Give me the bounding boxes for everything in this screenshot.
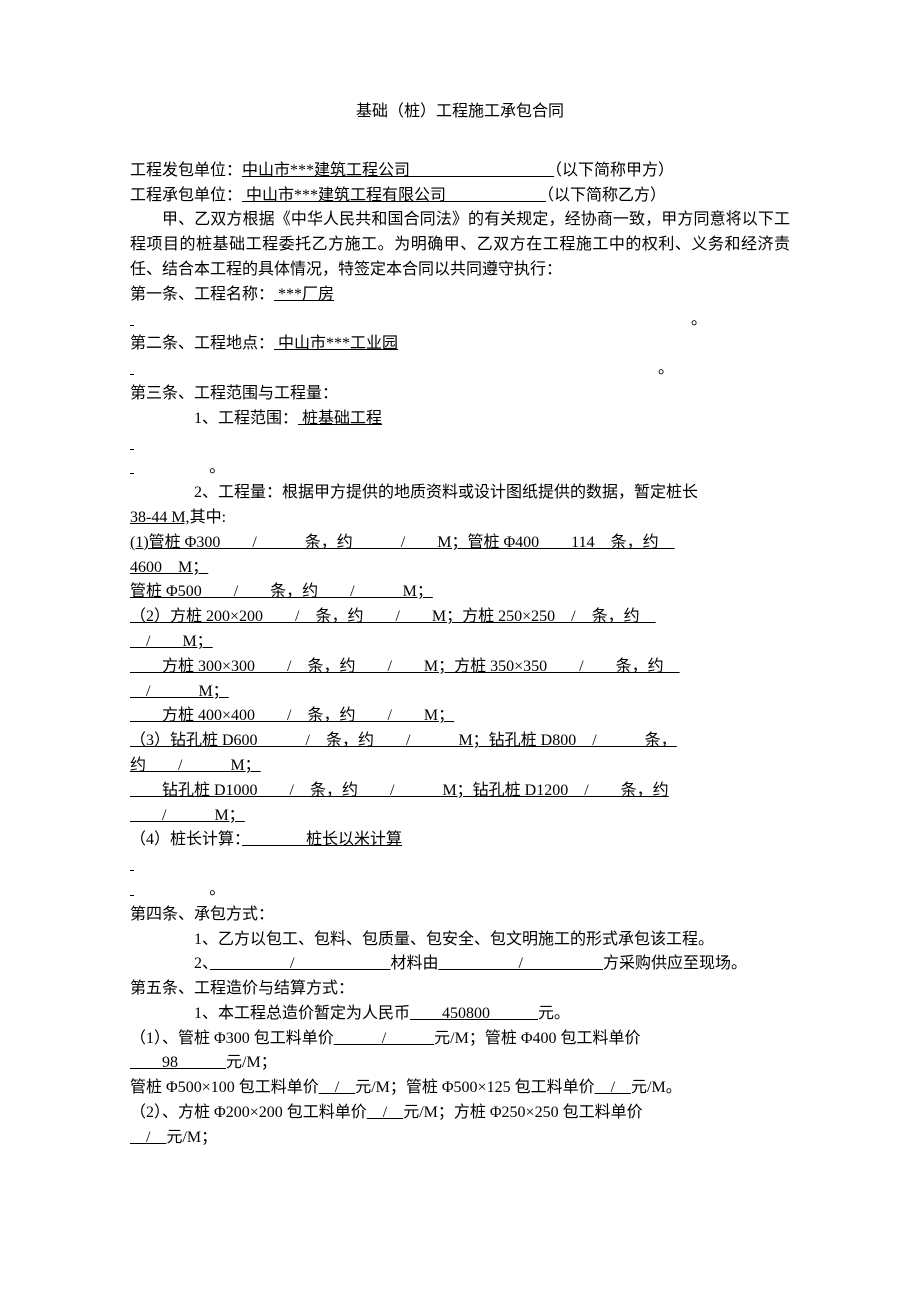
- c1-blankline: 。: [130, 308, 790, 333]
- c3-l4-text: 方桩 300×300 / 条，约 / M；方桩 350×350 / 条，约: [130, 658, 680, 675]
- c4-sub2b: 材料由: [390, 955, 438, 972]
- c5-l1c: 98 元/M；: [130, 1051, 790, 1076]
- c3-sub2-lenval: 38-44 M,: [130, 509, 190, 526]
- party-a-line: 工程发包单位：中山市***建筑工程公司 （以下简称甲方）: [130, 159, 790, 184]
- c4-sub1: 1、乙方以包工、包料、包质量、包安全、包文明施工的形式承包该工程。: [130, 928, 790, 953]
- c5-l2-val: /: [319, 1079, 355, 1096]
- c3-l3-text: （2）方桩 200×200 / 条，约 / M；方桩 250×250 / 条，约: [130, 608, 656, 625]
- c3-sub2-len: 38-44 M,其中:: [130, 506, 790, 531]
- c3-l6-text: （3）钻孔桩 D600 / 条，约 / M；钻孔桩 D800 / 条，: [130, 732, 677, 749]
- c4-sub2: 2、 / 材料由 / 方采购供应至现场。: [130, 952, 790, 977]
- c3-sub1: 1、工程范围： 桩基础工程: [130, 407, 790, 432]
- party-b-pad: [450, 187, 546, 204]
- c5-l3c: / 元/M；: [130, 1126, 790, 1151]
- party-a-pad: [410, 162, 554, 179]
- c3-l8-blank-end: 。: [130, 878, 790, 903]
- c5-l1a: （1）、管桩 Φ300 包工料单价: [130, 1030, 334, 1047]
- c3-sub1-label: 1、工程范围：: [194, 410, 298, 427]
- clause-3: 第三条、工程范围与工程量：: [130, 382, 790, 407]
- c3-sub1-value: 桩基础工程: [298, 410, 382, 427]
- c3-l1: (1)管桩 Φ300 / 条，约 / M；管桩 Φ400 114 条，约: [130, 531, 790, 556]
- c3-l1b-text: 4600 M；: [130, 559, 208, 576]
- c3-l6: （3）钻孔桩 D600 / 条，约 / M；钻孔桩 D800 / 条，: [130, 729, 790, 754]
- c3-l8-blank: [130, 853, 790, 878]
- party-b-value: 中山市***建筑工程有限公司: [242, 187, 450, 204]
- c5-l2: 管桩 Φ500×100 包工料单价 / 元/M；管桩 Φ500×125 包工料单…: [130, 1076, 790, 1101]
- c5-l3a: （2）、方桩 Φ200×200 包工料单价: [130, 1104, 367, 1121]
- c3-sub2: 2、工程量：根据甲方提供的地质资料或设计图纸提供的数据，暂定桩长: [130, 481, 790, 506]
- c5-l3b: 元/M；方桩 Φ250×250 包工料单价: [403, 1104, 642, 1121]
- party-a-label: 工程发包单位：: [130, 162, 242, 179]
- c3-l7: 钻孔桩 D1000 / 条，约 / M；钻孔桩 D1200 / 条，约: [130, 779, 790, 804]
- clause-5: 第五条、工程造价与结算方式：: [130, 977, 790, 1002]
- clause-4: 第四条、承包方式：: [130, 903, 790, 928]
- c2-label: 第二条、工程地点：: [130, 335, 274, 352]
- c2-value: 中山市***工业园: [274, 335, 398, 352]
- c3-l6b: 约 / M；: [130, 754, 790, 779]
- c3-l4b: / M；: [130, 680, 790, 705]
- c3-l8: （4）桩长计算： 桩长以米计算: [130, 828, 790, 853]
- c3-l1b: 4600 M；: [130, 556, 790, 581]
- c3-l5-text: 方桩 400×400 / 条，约 / M；: [130, 707, 454, 724]
- c3-l8a: （4）桩长计算：: [130, 831, 242, 848]
- c3-l2-text: 管桩 Φ500 / 条，约 / M；: [130, 583, 433, 600]
- c5-l3: （2）、方桩 Φ200×200 包工料单价 / 元/M；方桩 Φ250×250 …: [130, 1101, 790, 1126]
- clause-1: 第一条、工程名称： ***厂房: [130, 283, 790, 308]
- c5-sub1: 1、本工程总造价暂定为人民币 450800 元。: [130, 1002, 790, 1027]
- c3-l3b-text: / M；: [130, 633, 213, 650]
- c3-sub1-blank: [130, 432, 790, 457]
- party-a-suffix: （以下简称甲方）: [554, 162, 674, 179]
- c3-l8b: 桩长以米计算: [242, 831, 402, 848]
- c5-l1c-val: 98: [130, 1054, 226, 1071]
- c3-l3: （2）方桩 200×200 / 条，约 / M；方桩 250×250 / 条，约: [130, 605, 790, 630]
- party-b-suffix: （以下简称乙方）: [546, 187, 666, 204]
- c5-l3c-txt: 元/M；: [166, 1129, 217, 1146]
- c4-sub2c: 方采购供应至现场。: [603, 955, 747, 972]
- party-b-label: 工程承包单位：: [130, 187, 242, 204]
- c5-l2-val2: /: [595, 1079, 631, 1096]
- c3-l7b-text: / M；: [130, 807, 245, 824]
- c5-l1: （1）、管桩 Φ300 包工料单价 / 元/M；管桩 Φ400 包工料单价: [130, 1027, 790, 1052]
- c3-l2: 管桩 Φ500 / 条，约 / M；: [130, 580, 790, 605]
- clause-2: 第二条、工程地点： 中山市***工业园: [130, 332, 790, 357]
- c3-l7-text: 钻孔桩 D1000 / 条，约 / M；钻孔桩 D1200 / 条，约: [130, 782, 669, 799]
- c3-l1-text: (1)管桩 Φ300 / 条，约 / M；管桩 Φ400 114 条，约: [130, 534, 675, 551]
- c1-label: 第一条、工程名称：: [130, 286, 274, 303]
- c4-sub2-seg1: /: [210, 955, 390, 972]
- party-a-value: 中山市***建筑工程公司: [242, 162, 410, 179]
- c4-sub2a: 2、: [194, 955, 210, 972]
- c5-l1b: 元/M；管桩 Φ400 包工料单价: [434, 1030, 640, 1047]
- c5-l2c: 元/M。: [631, 1079, 682, 1096]
- c3-l7b: / M；: [130, 804, 790, 829]
- c2-blankline: 。: [130, 357, 790, 382]
- c5-l2b: 元/M；管桩 Φ500×125 包工料单价: [355, 1079, 594, 1096]
- c3-l4: 方桩 300×300 / 条，约 / M；方桩 350×350 / 条，约: [130, 655, 790, 680]
- document-title: 基础（桩）工程施工承包合同: [130, 100, 790, 125]
- c3-sub2-prefix: 2、工程量：根据甲方提供的地质资料或设计图纸提供的数据，暂定桩长: [194, 484, 698, 501]
- party-b-line: 工程承包单位： 中山市***建筑工程有限公司 （以下简称乙方）: [130, 184, 790, 209]
- c3-sub1-blank-end: 。: [130, 456, 790, 481]
- c3-l3b: / M；: [130, 630, 790, 655]
- c5-sub1a: 1、本工程总造价暂定为人民币: [194, 1005, 410, 1022]
- c4-sub2-seg2: /: [438, 955, 602, 972]
- c3-l5: 方桩 400×400 / 条，约 / M；: [130, 704, 790, 729]
- c5-l1c-txt: 元/M；: [226, 1054, 277, 1071]
- c3-l6b-text: 约 / M；: [130, 757, 261, 774]
- c3-l4b-text: / M；: [130, 683, 229, 700]
- c1-value: ***厂房: [274, 286, 334, 303]
- c5-l2a: 管桩 Φ500×100 包工料单价: [130, 1079, 319, 1096]
- c5-l3-val: /: [367, 1104, 403, 1121]
- c5-l1-val: /: [334, 1030, 434, 1047]
- preamble: 甲、乙双方根据《中华人民共和国合同法》的有关规定，经协商一致，甲方同意将以下工程…: [130, 208, 790, 282]
- c5-sub1-val: 450800: [410, 1005, 538, 1022]
- c5-l3c-val: /: [130, 1129, 166, 1146]
- c5-sub1b: 元。: [538, 1005, 570, 1022]
- c3-sub2-mid: 其中:: [190, 509, 226, 526]
